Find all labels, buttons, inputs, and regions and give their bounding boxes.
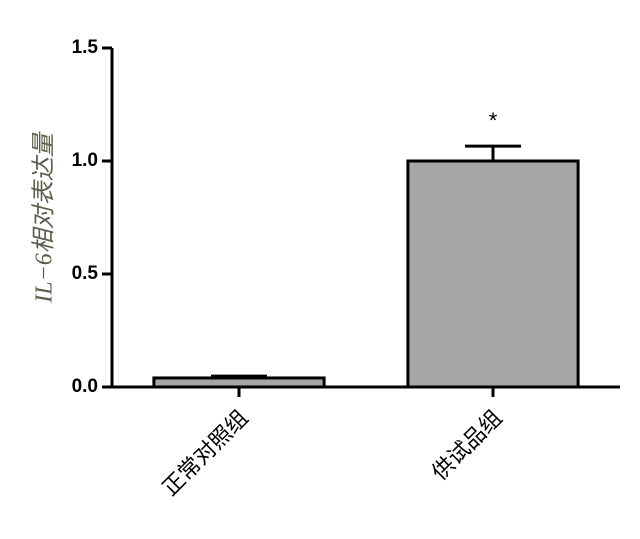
significance-mark: * bbox=[489, 108, 498, 133]
y-tick-label: 0.0 bbox=[72, 376, 98, 397]
y-axis-label: IL−6相对表达量 bbox=[31, 131, 58, 304]
bar bbox=[152, 376, 326, 389]
y-tick-label: 0.5 bbox=[72, 263, 99, 284]
y-tick-label: 1.0 bbox=[72, 150, 98, 171]
x-tick-label: 正常对照组 bbox=[158, 406, 253, 501]
x-tick-label: 供试品组 bbox=[428, 406, 508, 486]
error-bar bbox=[465, 144, 521, 161]
y-tick-label: 1.5 bbox=[72, 37, 99, 58]
error-bar bbox=[211, 374, 267, 378]
bar bbox=[406, 159, 580, 389]
